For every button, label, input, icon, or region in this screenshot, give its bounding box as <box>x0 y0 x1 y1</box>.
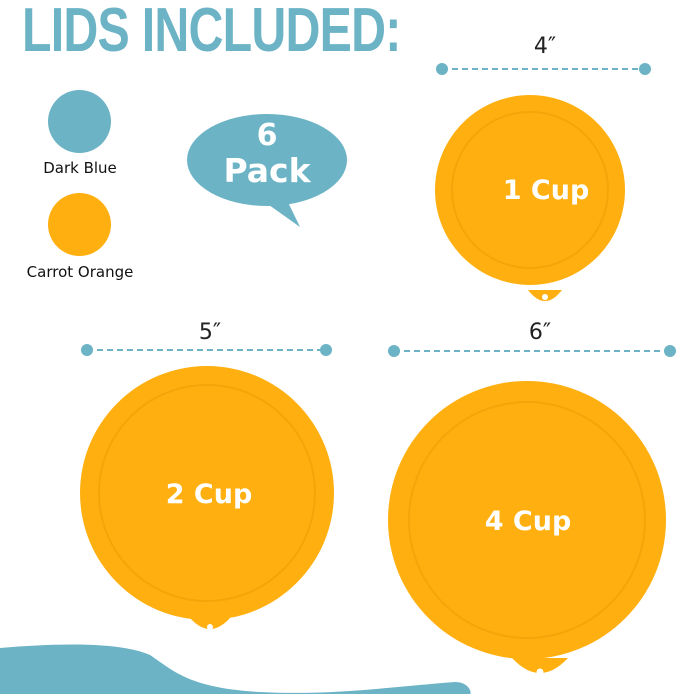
dimension-label-4in: 4″ <box>533 34 557 59</box>
lid-1-cup <box>435 95 625 301</box>
page-title: LIDS INCLUDED: <box>22 0 401 65</box>
decorative-blob <box>0 644 471 694</box>
color-label-dark-blue: Dark Blue <box>43 159 117 177</box>
six-pack-badge <box>187 114 347 227</box>
dimension-label-5in: 5″ <box>198 320 222 345</box>
dimension-label-6in: 6″ <box>528 320 552 345</box>
lid-4-cup <box>388 381 666 676</box>
badge-number: 6 <box>257 118 278 153</box>
color-swatch-dark-blue <box>48 90 111 153</box>
color-label-carrot-orange: Carrot Orange <box>26 263 134 281</box>
lid-label-1-cup: 1 Cup <box>503 175 590 206</box>
lid-label-2-cup: 2 Cup <box>166 479 253 510</box>
badge-text: Pack <box>223 151 311 190</box>
lid-2-cup <box>80 366 334 630</box>
lid-label-4-cup: 4 Cup <box>485 506 572 537</box>
color-swatch-carrot-orange <box>48 193 111 256</box>
